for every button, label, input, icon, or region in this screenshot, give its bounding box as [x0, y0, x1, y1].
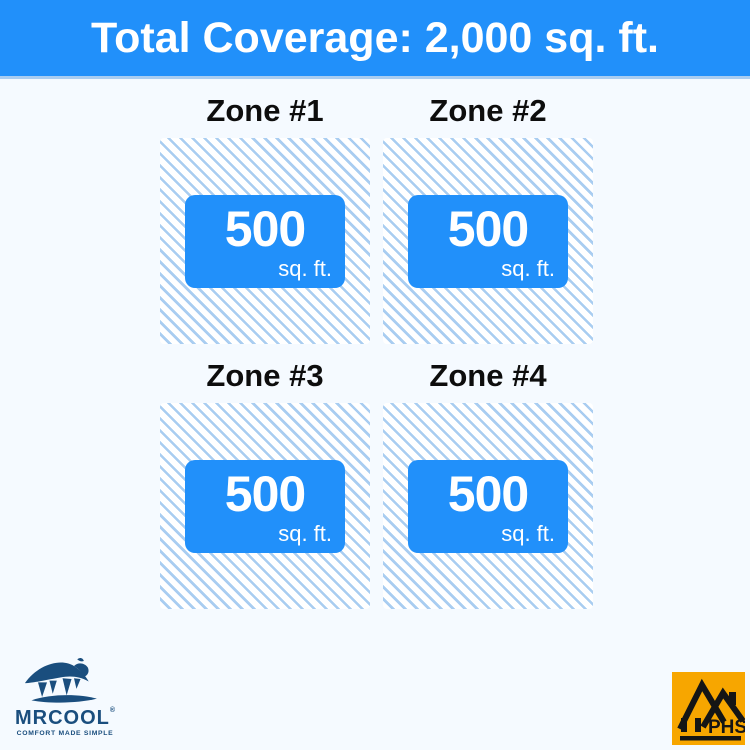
zone-2-title: Zone #2	[429, 93, 547, 128]
zone-4-sqft-unit: sq. ft.	[501, 520, 555, 546]
mrcool-logo: MRCOOL ® COMFORT MADE SIMPLE	[13, 656, 117, 737]
zone-2-sqft-unit: sq. ft.	[501, 255, 555, 281]
registered-trademark-symbol: ®	[109, 707, 116, 714]
total-coverage-title: Total Coverage: 2,000 sq. ft.	[91, 13, 659, 62]
phs-logo: PHS	[672, 672, 745, 745]
zone-3-coverage-badge: 500 sq. ft.	[185, 459, 345, 553]
zone-3-sqft-unit: sq. ft.	[278, 520, 332, 546]
phs-house-icon: PHS	[672, 672, 745, 745]
zone-4-title: Zone #4	[429, 358, 547, 393]
zone-3-sqft-value: 500	[224, 465, 306, 522]
zone-1-coverage-area: 500 sq. ft.	[160, 138, 370, 344]
mrcool-wordmark: MRCOOL	[14, 707, 110, 729]
zone-1-coverage-badge: 500 sq. ft.	[185, 194, 345, 288]
zone-1-sqft-unit: sq. ft.	[278, 255, 332, 281]
zone-1-title: Zone #1	[206, 93, 324, 128]
zone-3-coverage-area: 500 sq. ft.	[160, 403, 370, 609]
header-banner: Total Coverage: 2,000 sq. ft.	[0, 0, 750, 79]
zone-4: Zone #4 500 sq. ft.	[383, 358, 593, 609]
zone-3: Zone #3 500 sq. ft.	[160, 358, 370, 609]
zone-3-title: Zone #3	[206, 358, 324, 393]
zone-1: Zone #1 500 sq. ft.	[160, 93, 370, 344]
zone-4-coverage-badge: 500 sq. ft.	[408, 459, 568, 553]
phs-label: PHS	[708, 717, 745, 738]
mrcool-bear-icon	[24, 657, 97, 703]
mrcool-tagline: COMFORT MADE SIMPLE	[16, 730, 114, 737]
zone-2: Zone #2 500 sq. ft.	[383, 93, 593, 344]
zone-2-coverage-area: 500 sq. ft.	[383, 138, 593, 344]
zone-4-coverage-area: 500 sq. ft.	[383, 403, 593, 609]
zone-4-sqft-value: 500	[447, 465, 529, 522]
zone-2-coverage-badge: 500 sq. ft.	[408, 194, 568, 288]
zone-2-sqft-value: 500	[447, 200, 529, 257]
zone-1-sqft-value: 500	[224, 200, 306, 257]
